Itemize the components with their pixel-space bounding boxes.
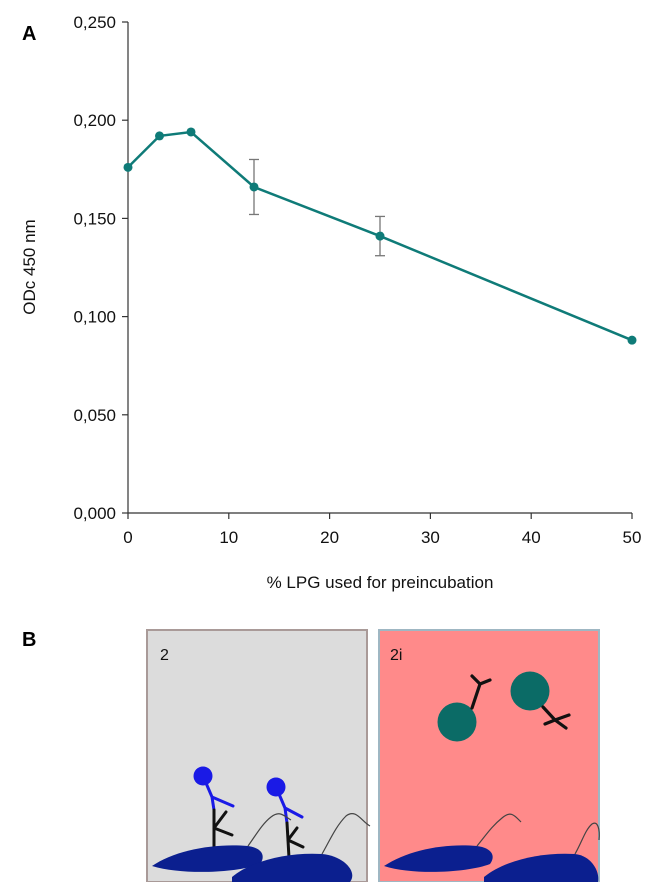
anti-lpg-antibody-icon: [212, 808, 234, 850]
lpg-molecule-icon: [193, 766, 235, 812]
panel-b-letter: B: [22, 629, 36, 651]
y-tick-label: 0,100: [73, 308, 116, 327]
parasite-icon: [484, 822, 600, 882]
anti-lpg-antibody-icon: [470, 674, 492, 710]
illustration-box-2: 2: [146, 629, 371, 882]
anti-lpg-antibody-icon: [541, 705, 571, 730]
data-point: [155, 131, 164, 141]
anti-lpg-antibody-icon: [285, 821, 305, 860]
parasite-icon: [232, 813, 371, 882]
lpg-bead-icon: [510, 671, 550, 711]
y-tick-label: 0,000: [73, 504, 116, 523]
x-tick-label: 0: [123, 528, 132, 547]
box-2i-background: [378, 629, 600, 882]
parasite-icon: [384, 813, 522, 872]
box-2-background: [146, 629, 368, 882]
x-tick-label: 10: [219, 528, 238, 547]
x-tick-label: 20: [320, 528, 339, 547]
y-axis-title: ODc 450 nm: [20, 219, 39, 314]
box-2i-label: 2i: [390, 647, 402, 664]
y-tick-label: 0,200: [73, 111, 116, 130]
box-2-label: 2: [160, 647, 169, 664]
data-point: [627, 335, 637, 345]
lpg-bead-icon: [437, 702, 477, 742]
data-point: [186, 127, 196, 137]
x-ticks: 0 10 20 30 40 50: [123, 513, 641, 547]
parasite-icon: [152, 813, 292, 872]
y-tick-label: 0,150: [73, 209, 116, 228]
x-axis-title: % LPG used for preincubation: [267, 573, 494, 592]
line-chart: 0,000 0,050 0,100 0,150 0,200 0,250 0 10 20 30 40…: [20, 13, 641, 592]
illustration-box-2i: 2i: [378, 629, 600, 882]
data-points: [123, 127, 637, 345]
x-tick-label: 40: [522, 528, 541, 547]
data-point: [375, 231, 385, 241]
y-ticks: 0,000 0,050 0,100 0,150 0,200 0,250: [73, 13, 128, 523]
x-tick-label: 30: [421, 528, 440, 547]
x-tick-label: 50: [623, 528, 642, 547]
error-bars: [249, 158, 385, 257]
panel-a-letter: A: [22, 23, 36, 45]
y-tick-label: 0,250: [73, 13, 116, 32]
lpg-molecule-icon: [266, 777, 304, 825]
data-point: [123, 162, 133, 172]
data-point: [249, 182, 259, 192]
y-tick-label: 0,050: [73, 406, 116, 425]
series-line: [127, 130, 633, 342]
